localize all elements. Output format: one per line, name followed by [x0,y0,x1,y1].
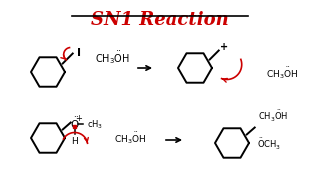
Text: CH$_3\ddot{\rm O}$H: CH$_3\ddot{\rm O}$H [258,108,288,123]
Text: SN1 Reaction: SN1 Reaction [91,11,229,29]
Text: +: + [220,42,228,53]
Text: CH$_3\ddot{\rm O}$H: CH$_3\ddot{\rm O}$H [266,65,298,81]
Text: CH$_3\ddot{\rm O}$H: CH$_3\ddot{\rm O}$H [94,50,130,66]
Text: H: H [71,138,78,147]
Text: cH$_3$: cH$_3$ [87,118,103,131]
Text: +: + [75,114,82,123]
Text: $\ddot{\rm O}$CH$_3$: $\ddot{\rm O}$CH$_3$ [257,136,281,152]
Bar [73,125,76,127]
Text: I: I [77,48,81,57]
Text: CH$_3\ddot{\rm O}$H: CH$_3\ddot{\rm O}$H [114,130,146,146]
Text: $\ddot{\rm O}$: $\ddot{\rm O}$ [70,116,80,131]
